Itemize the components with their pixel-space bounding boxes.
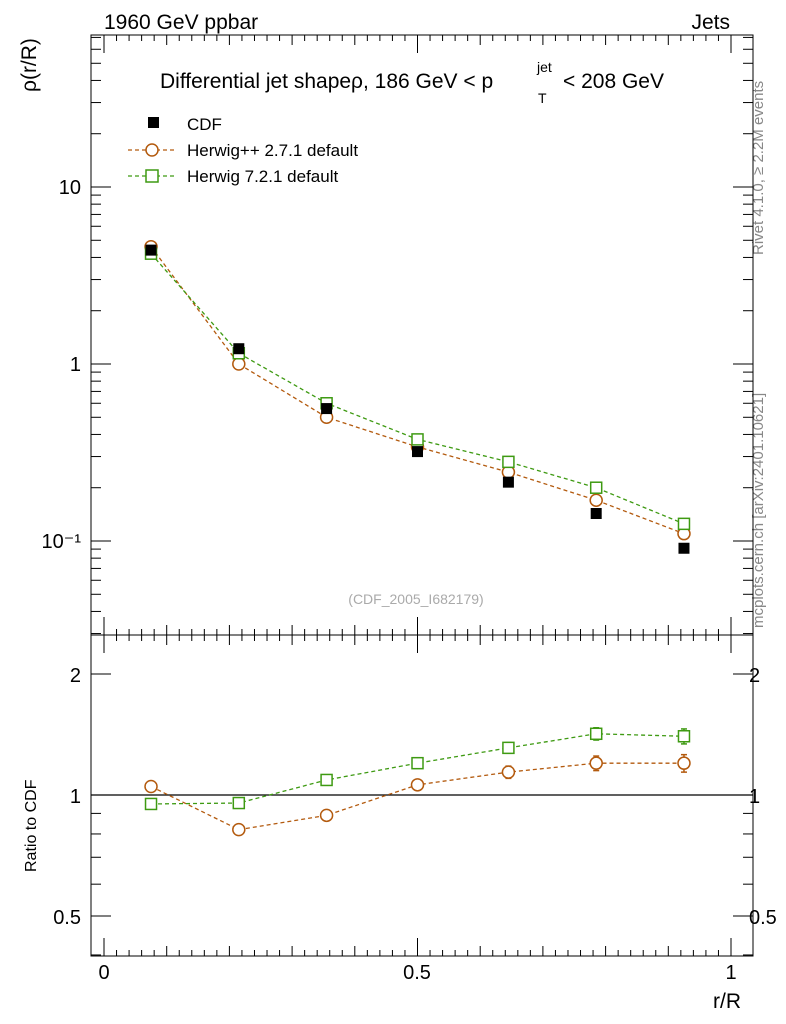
main-point-s2-3 xyxy=(411,433,424,446)
main-point-s2-4 xyxy=(502,455,515,469)
ratio-series xyxy=(144,726,691,837)
main-series xyxy=(144,239,691,554)
ratio-point-s1-3 xyxy=(411,756,424,770)
title-superscript: jet xyxy=(536,59,552,75)
category-label: Jets xyxy=(691,11,730,34)
main-y-tick-labels: 10 1 10⁻¹ xyxy=(42,177,82,553)
x-axis-label: r/R xyxy=(713,990,741,1013)
main-point-s0-3 xyxy=(412,446,423,458)
ratio-point-s1-0 xyxy=(144,797,158,811)
x-tick-label-0: 0 xyxy=(98,962,109,984)
ratio-y-axis-label: Ratio to CDF xyxy=(23,779,40,872)
ratio-point-s0-3 xyxy=(410,778,425,792)
x-tick-labels: 0 0.5 1 xyxy=(98,962,736,984)
y-tick-label-1: 1 xyxy=(70,354,81,376)
legend-herwig7-label: Herwig 7.2.1 default xyxy=(187,167,338,186)
ratio-point-s0-1 xyxy=(232,822,246,837)
ratio-tick-label-1-right: 1 xyxy=(749,786,760,808)
ratio-tick-label-2-right: 2 xyxy=(749,665,760,687)
ratio-y-axis xyxy=(91,673,753,956)
ratio-point-s1-6 xyxy=(677,730,691,743)
ratio-y-tick-labels: 2 1 0.5 2 1 0.5 xyxy=(53,665,777,929)
ratio-tick-label-0.5-right: 0.5 xyxy=(749,907,777,929)
ratio-point-s1-4 xyxy=(502,741,515,755)
title-suffix: < 208 GeV xyxy=(563,70,664,93)
ratio-tick-label-1-left: 1 xyxy=(70,786,81,808)
legend-herwigpp-label: Herwig++ 2.7.1 default xyxy=(187,141,358,160)
ratio-point-s0-5 xyxy=(589,756,603,770)
main-point-s0-1 xyxy=(233,343,245,355)
ratio-point-s0-0 xyxy=(144,779,158,794)
y-tick-label-0.1: 10⁻¹ xyxy=(42,531,82,553)
main-series-line-2 xyxy=(150,253,685,525)
ratio-series-line-0 xyxy=(150,762,684,831)
main-point-s2-6 xyxy=(677,517,691,531)
x-tick-label-0.5: 0.5 xyxy=(403,962,431,984)
y-tick-label-10: 10 xyxy=(59,177,81,199)
mcplots-label: mcplots.cern.ch [arXiv:2401.10621] xyxy=(750,393,767,628)
legend-herwig7-marker xyxy=(145,169,159,183)
energy-label: 1960 GeV ppbar xyxy=(104,11,258,34)
analysis-watermark: (CDF_2005_I682179) xyxy=(348,591,483,607)
main-x-axis xyxy=(103,35,732,635)
main-point-s2-5 xyxy=(589,481,603,494)
main-y-axis-label: ρ(r/R) xyxy=(18,38,41,92)
ratio-point-s0-6 xyxy=(677,756,691,770)
title-prefix: Differential jet shapeρ, 186 GeV < p xyxy=(160,70,493,93)
ratio-point-s1-2 xyxy=(320,773,333,787)
main-point-s0-5 xyxy=(590,508,602,520)
plot-title: Differential jet shapeρ, 186 GeV < p jet… xyxy=(160,59,664,106)
main-point-s1-5 xyxy=(589,493,603,507)
main-point-s0-2 xyxy=(321,403,333,415)
main-y-axis xyxy=(91,36,753,635)
main-point-s1-1 xyxy=(232,357,246,371)
legend: CDF Herwig++ 2.7.1 default Herwig 7.2.1 … xyxy=(128,115,358,186)
ratio-point-s1-5 xyxy=(589,727,603,741)
ratio-point-s1-1 xyxy=(232,796,246,810)
ratio-point-s0-4 xyxy=(501,765,516,779)
title-subscript: T xyxy=(538,90,547,106)
ratio-x-axis xyxy=(103,635,732,956)
legend-cdf-label: CDF xyxy=(187,115,222,134)
ratio-tick-label-2-left: 2 xyxy=(70,665,81,687)
legend-herwigpp-marker xyxy=(145,143,159,157)
ratio-point-s0-2 xyxy=(319,808,334,823)
legend-cdf-marker xyxy=(148,117,159,128)
main-point-s0-4 xyxy=(502,476,514,488)
main-point-s0-0 xyxy=(145,244,157,256)
x-tick-label-1: 1 xyxy=(725,962,736,984)
main-point-s0-6 xyxy=(678,542,690,554)
rivet-version-label: Rivet 4.1.0, ≥ 2.2M events xyxy=(750,81,767,255)
ratio-tick-label-0.5-left: 0.5 xyxy=(53,907,81,929)
